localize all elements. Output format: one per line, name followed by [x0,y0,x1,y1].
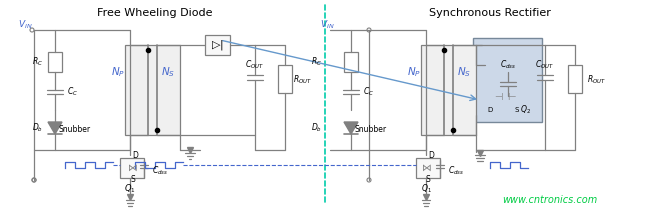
Text: $N_P$: $N_P$ [111,65,125,79]
Text: Free Wheeling Diode: Free Wheeling Diode [98,8,213,18]
Text: $C_C$: $C_C$ [67,86,78,98]
Text: $R_{OUT}$: $R_{OUT}$ [587,74,606,86]
Text: D: D [428,150,434,160]
Text: $C_C$: $C_C$ [363,86,374,98]
Text: $Q_2$: $Q_2$ [519,104,530,116]
Bar [120,158,144,178]
Text: $C_{dss}$: $C_{dss}$ [448,165,464,177]
Bar [205,35,230,55]
Text: Snubber: Snubber [355,126,387,134]
Text: $\triangleright|$: $\triangleright|$ [211,38,223,52]
Text: www.cntronics.com: www.cntronics.com [502,195,598,205]
Text: $\bowtie$: $\bowtie$ [126,163,138,173]
Text: Snubber: Snubber [59,126,91,134]
Bar [416,158,440,178]
Text: D: D [132,150,138,160]
Text: $R_{OUT}$: $R_{OUT}$ [293,74,312,86]
Bar [344,52,358,72]
Text: $V_{IN}$: $V_{IN}$ [18,19,32,31]
Text: $C_{dss}$: $C_{dss}$ [500,59,516,71]
Text: $\bowtie$: $\bowtie$ [420,163,432,173]
Bar [48,52,62,72]
Polygon shape [48,122,62,134]
Text: $Q_1$: $Q_1$ [420,183,432,195]
Text: $R_C$: $R_C$ [32,56,43,68]
Text: S: S [130,176,134,184]
Text: $V_{IN}$: $V_{IN}$ [320,19,335,31]
Bar [568,65,582,93]
Polygon shape [344,122,358,134]
Text: S: S [515,107,519,113]
Text: $D_b$: $D_b$ [311,122,322,134]
Text: $Q_1$: $Q_1$ [124,183,136,195]
Text: D: D [488,107,493,113]
Text: S: S [426,176,431,184]
Text: $N_P$: $N_P$ [407,65,421,79]
Text: $N_S$: $N_S$ [457,65,471,79]
FancyBboxPatch shape [473,38,542,122]
Bar [125,45,180,135]
Text: $C_{dss}$: $C_{dss}$ [152,165,168,177]
Text: $\dashv\vdash$: $\dashv\vdash$ [493,91,517,101]
Bar [278,65,292,93]
Text: $D_b$: $D_b$ [32,122,43,134]
Text: $C_{OUT}$: $C_{OUT}$ [245,59,264,71]
Text: $R_C$: $R_C$ [311,56,322,68]
Bar [421,45,476,135]
Text: $N_S$: $N_S$ [161,65,175,79]
Text: $C_{OUT}$: $C_{OUT}$ [536,59,554,71]
Text: Synchronous Rectifier: Synchronous Rectifier [429,8,551,18]
